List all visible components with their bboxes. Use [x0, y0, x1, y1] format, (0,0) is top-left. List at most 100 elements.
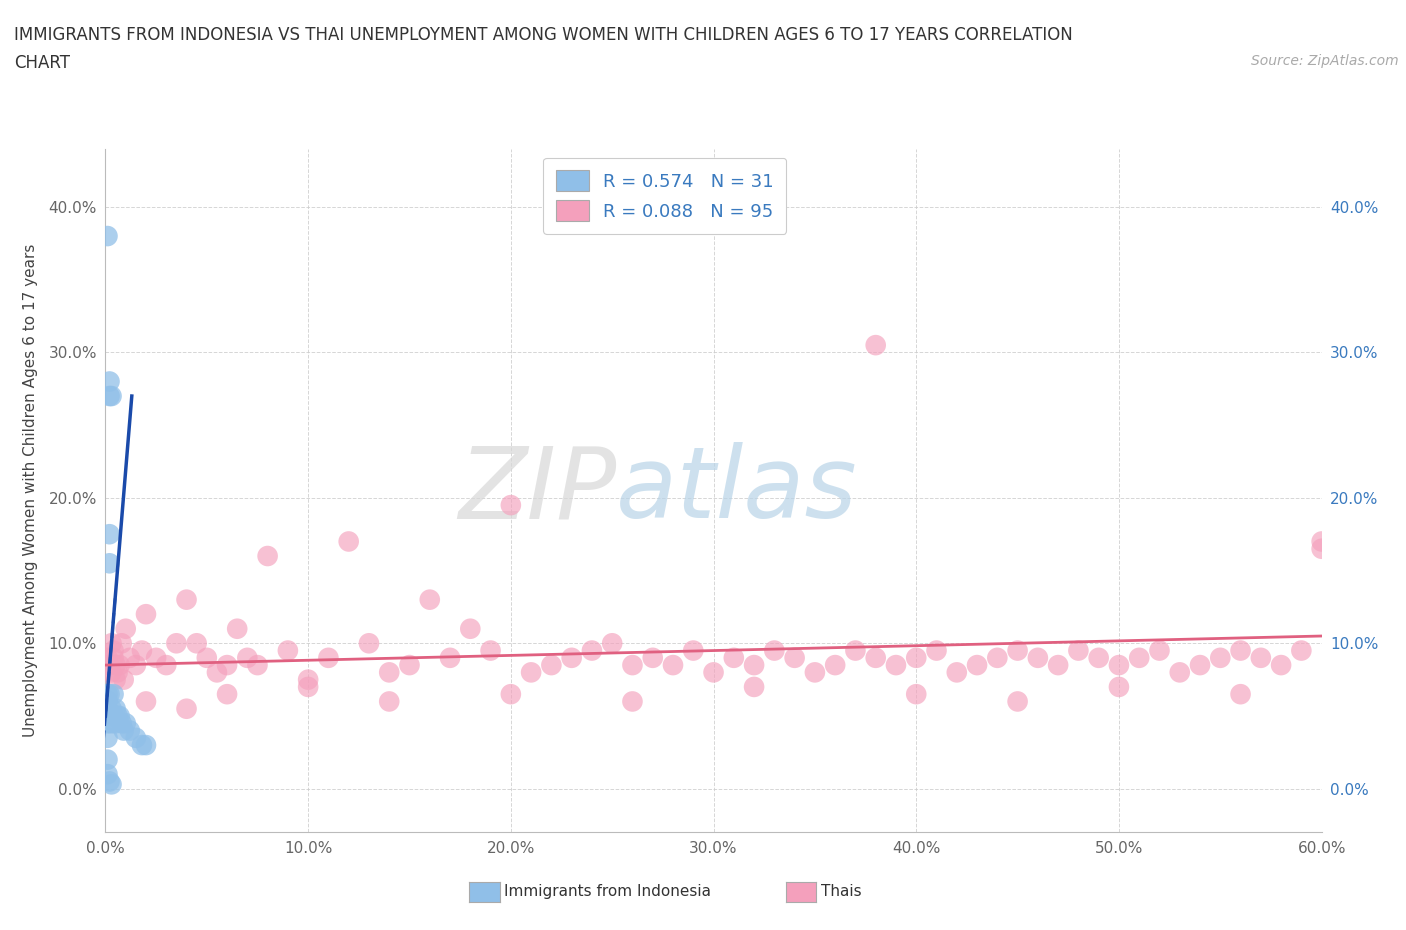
Point — [186, 636, 208, 651]
Point — [398, 658, 420, 672]
Point — [702, 665, 725, 680]
Point — [1229, 686, 1251, 701]
Point — [499, 686, 522, 701]
Point — [176, 701, 198, 716]
Point — [520, 665, 543, 680]
Text: IMMIGRANTS FROM INDONESIA VS THAI UNEMPLOYMENT AMONG WOMEN WITH CHILDREN AGES 6 : IMMIGRANTS FROM INDONESIA VS THAI UNEMPL… — [14, 26, 1073, 44]
Point — [986, 650, 1008, 665]
Point — [1108, 680, 1130, 695]
Point — [100, 701, 122, 716]
Point — [865, 338, 887, 352]
Point — [98, 526, 121, 541]
Point — [135, 737, 157, 752]
Point — [1149, 644, 1171, 658]
Text: atlas: atlas — [616, 442, 858, 539]
Point — [246, 658, 269, 672]
Legend: R = 0.574   N = 31, R = 0.088   N = 95: R = 0.574 N = 31, R = 0.088 N = 95 — [544, 158, 786, 233]
Point — [1270, 658, 1292, 672]
Point — [966, 658, 988, 672]
Point — [96, 686, 118, 701]
Point — [318, 650, 340, 665]
Point — [905, 686, 928, 701]
Point — [723, 650, 745, 665]
Point — [135, 694, 157, 709]
Point — [98, 658, 121, 672]
Point — [98, 374, 121, 389]
Point — [256, 549, 278, 564]
Point — [641, 650, 664, 665]
Point — [96, 752, 118, 767]
Point — [1189, 658, 1212, 672]
Point — [226, 621, 249, 636]
Point — [107, 665, 129, 680]
Point — [108, 709, 131, 724]
Point — [96, 694, 118, 709]
Point — [1007, 644, 1029, 658]
Point — [824, 658, 846, 672]
Point — [378, 665, 401, 680]
Point — [104, 658, 127, 672]
Point — [104, 716, 127, 731]
Text: CHART: CHART — [14, 54, 70, 72]
Text: ZIP: ZIP — [458, 442, 616, 539]
Point — [98, 774, 121, 789]
Point — [103, 709, 125, 724]
Point — [742, 658, 765, 672]
Point — [804, 665, 827, 680]
Point — [155, 658, 177, 672]
Text: Source: ZipAtlas.com: Source: ZipAtlas.com — [1251, 54, 1399, 68]
Point — [865, 650, 887, 665]
Point — [104, 672, 127, 687]
Point — [100, 777, 122, 791]
Point — [561, 650, 583, 665]
Point — [925, 644, 948, 658]
Point — [100, 716, 122, 731]
Point — [114, 621, 136, 636]
Point — [763, 644, 786, 658]
Point — [111, 636, 134, 651]
Point — [107, 709, 129, 724]
Point — [844, 644, 866, 658]
Point — [621, 694, 644, 709]
Point — [1128, 650, 1150, 665]
Point — [236, 650, 259, 665]
Point — [682, 644, 704, 658]
Point — [439, 650, 461, 665]
Point — [98, 686, 121, 701]
Point — [125, 658, 148, 672]
Point — [96, 716, 118, 731]
Y-axis label: Unemployment Among Women with Children Ages 6 to 17 years: Unemployment Among Women with Children A… — [22, 244, 38, 737]
Point — [98, 556, 121, 571]
Point — [111, 716, 134, 731]
Point — [419, 592, 441, 607]
Point — [135, 606, 157, 621]
Point — [1007, 694, 1029, 709]
Point — [1168, 665, 1191, 680]
Point — [96, 701, 118, 716]
Point — [1291, 644, 1313, 658]
Point — [1067, 644, 1090, 658]
Point — [277, 644, 299, 658]
Point — [131, 737, 153, 752]
Point — [125, 730, 148, 745]
Point — [100, 665, 122, 680]
Point — [581, 644, 603, 658]
Point — [100, 636, 122, 651]
Point — [1026, 650, 1049, 665]
Point — [357, 636, 380, 651]
Point — [103, 644, 125, 658]
Point — [1310, 534, 1333, 549]
Point — [96, 730, 118, 745]
Text: Immigrants from Indonesia: Immigrants from Indonesia — [505, 884, 711, 899]
Point — [540, 658, 562, 672]
Text: Thais: Thais — [821, 884, 862, 899]
Point — [1087, 650, 1109, 665]
Point — [96, 229, 118, 244]
Point — [118, 650, 141, 665]
Point — [176, 592, 198, 607]
Point — [479, 644, 502, 658]
Point — [108, 658, 131, 672]
Point — [945, 665, 967, 680]
Point — [600, 636, 623, 651]
Point — [458, 621, 481, 636]
